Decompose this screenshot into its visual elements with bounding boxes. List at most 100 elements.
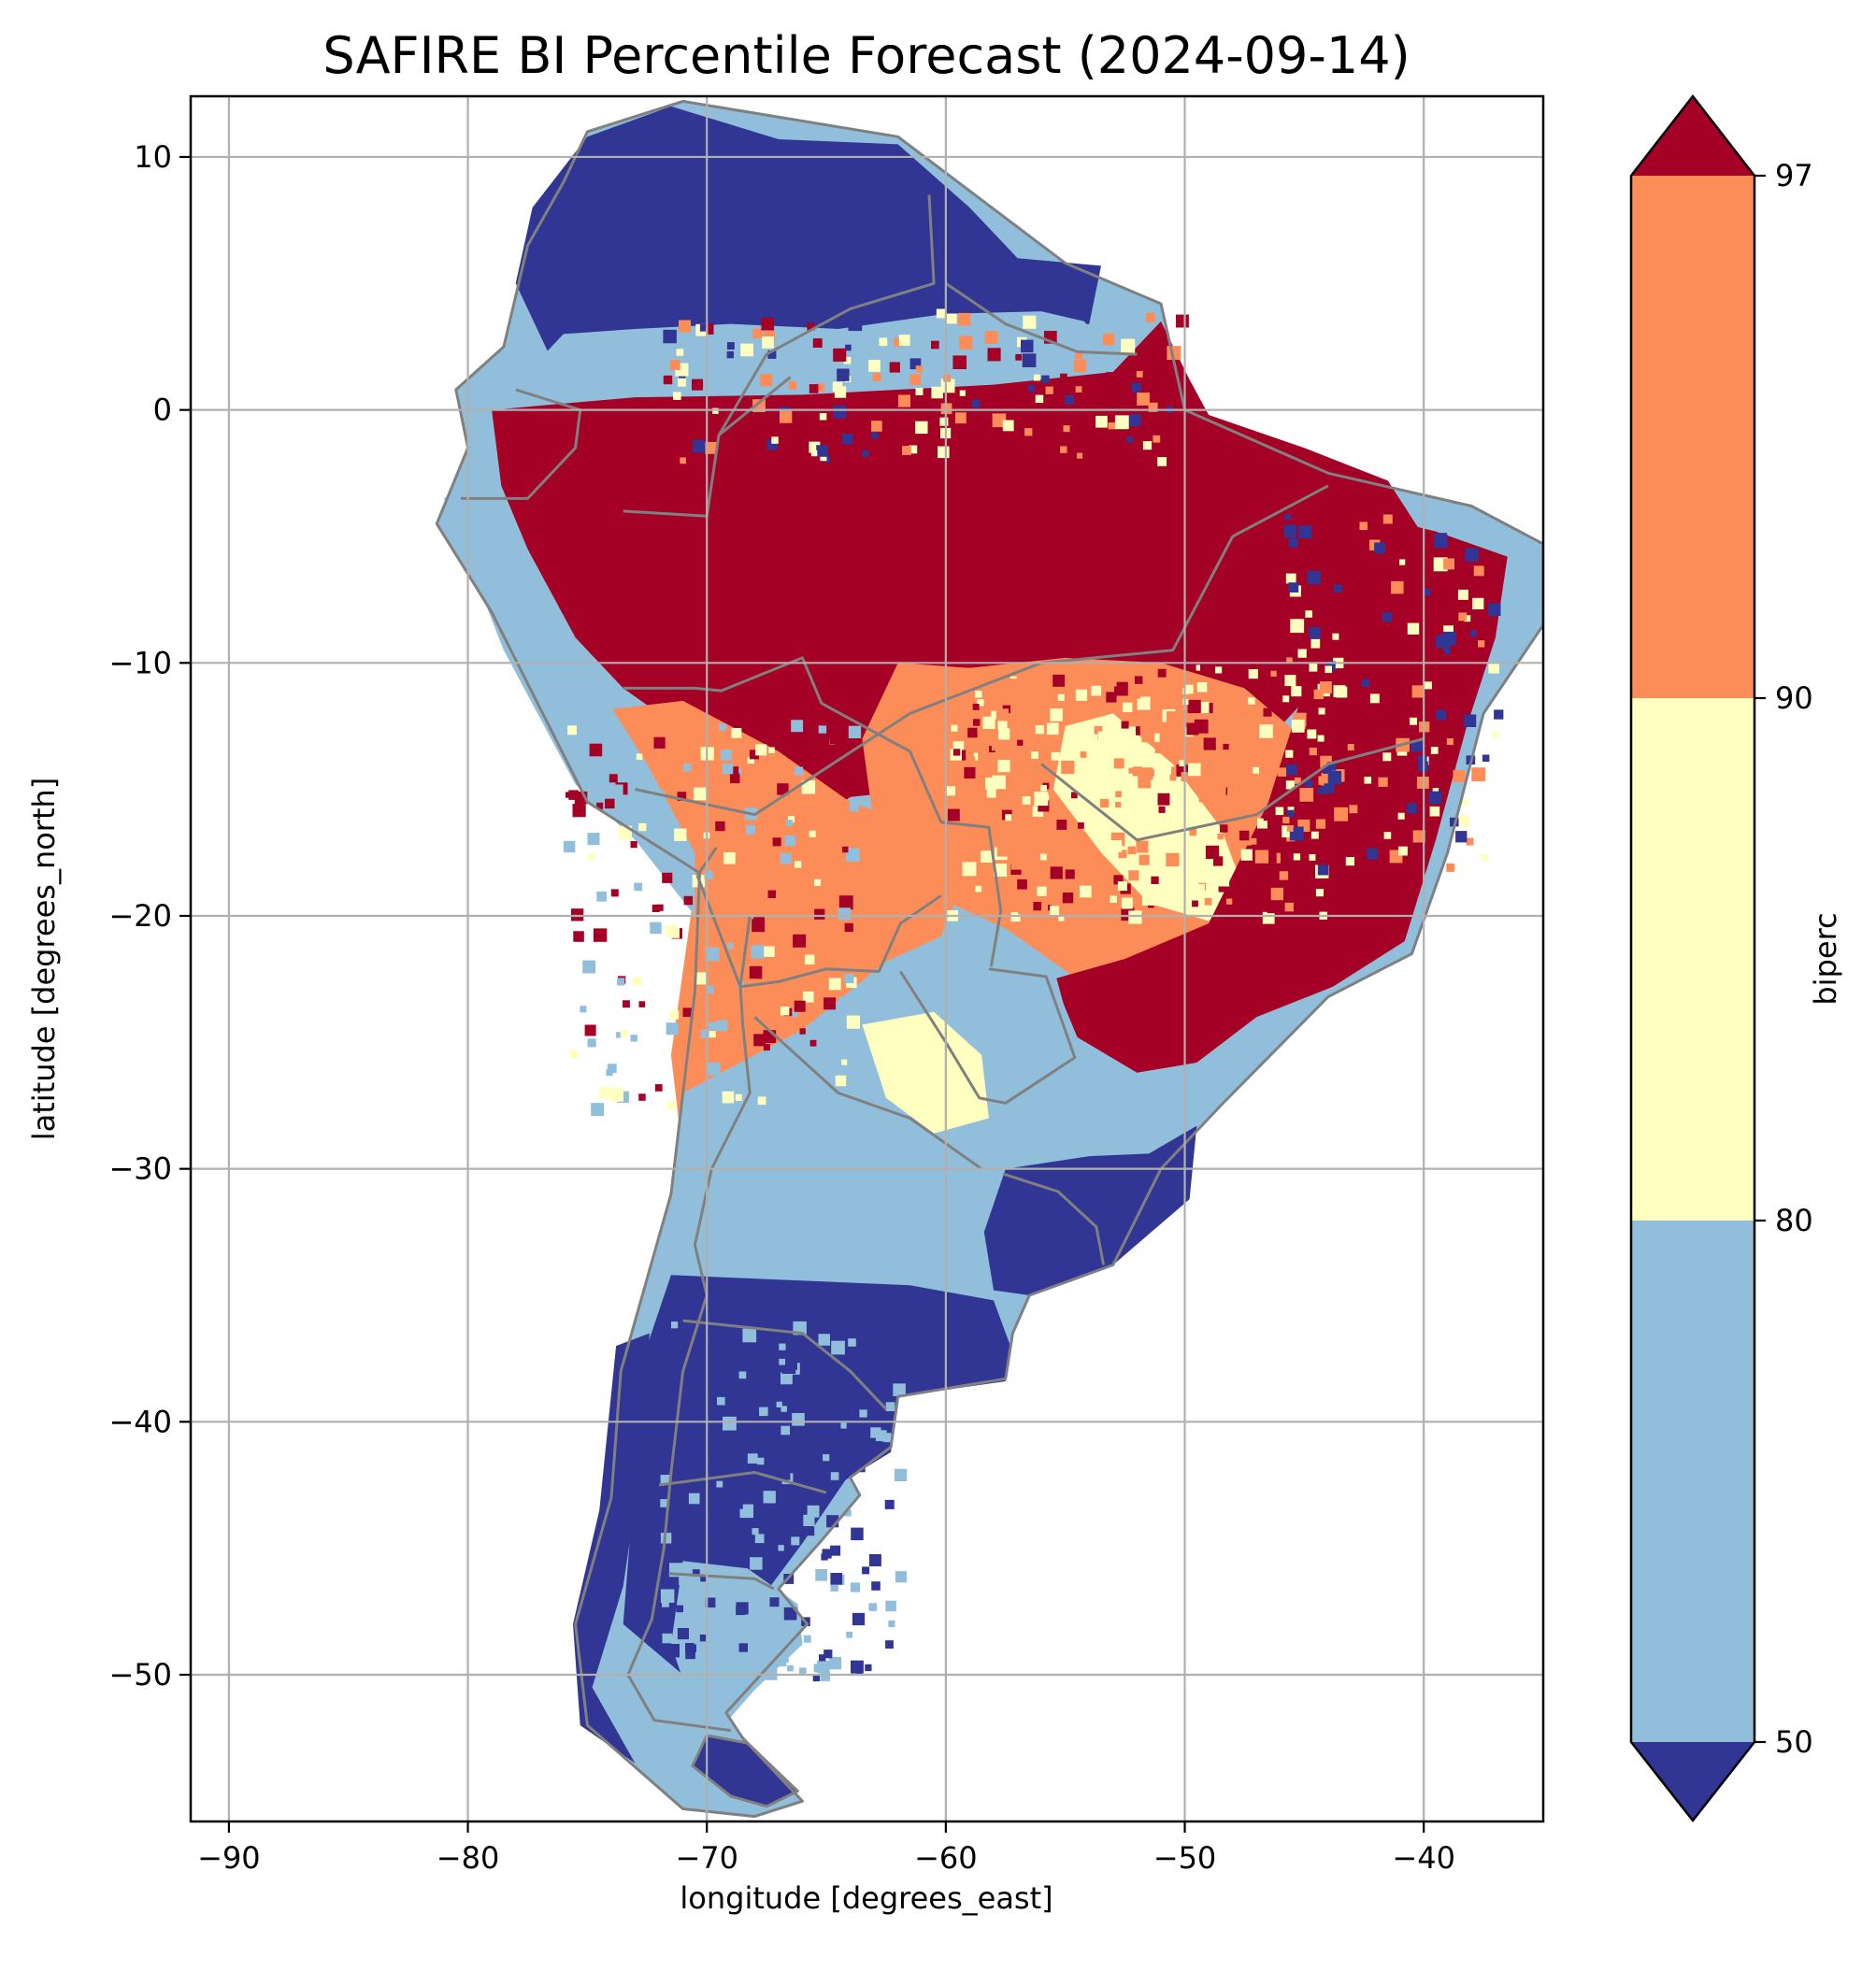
- cell-speckle: [1309, 627, 1321, 639]
- cell-speckle: [580, 1006, 587, 1013]
- cell-speckle: [779, 1659, 787, 1667]
- cell-speckle: [571, 908, 584, 921]
- cell-speckle: [780, 1406, 787, 1412]
- cell-speckle: [1309, 854, 1316, 861]
- cell-speckle: [1292, 865, 1299, 872]
- cell-speckle: [593, 928, 608, 942]
- cell-speckle: [609, 1088, 623, 1102]
- cell-speckle: [761, 317, 775, 331]
- cell-speckle: [1226, 898, 1233, 905]
- cell-speckle: [821, 1553, 828, 1561]
- cell-speckle: [582, 736, 592, 746]
- cell-speckle: [1179, 760, 1186, 767]
- cell-speckle: [1034, 792, 1049, 807]
- cell-speckle: [1145, 719, 1153, 726]
- cell-speckle: [818, 1378, 831, 1392]
- cell-speckle: [1096, 415, 1108, 428]
- cell-speckle: [885, 1402, 895, 1411]
- cell-speckle: [573, 931, 584, 942]
- cell-speckle: [779, 1343, 786, 1350]
- cell-speckle: [1254, 850, 1269, 864]
- cell-speckle: [794, 861, 802, 868]
- cell-speckle: [755, 744, 767, 756]
- internal-border: [945, 282, 1138, 356]
- cell-speckle: [763, 1525, 770, 1533]
- cell-speckle: [973, 719, 981, 726]
- cell-speckle: [799, 1667, 807, 1675]
- cell-speckle: [763, 1044, 770, 1051]
- cell-speckle: [794, 1000, 806, 1012]
- y-tick-label: 0: [153, 393, 172, 428]
- cell-speckle: [630, 1035, 637, 1042]
- cell-speckle: [803, 1514, 815, 1526]
- cell-speckle: [977, 699, 984, 707]
- cell-speckle: [1062, 893, 1074, 904]
- cell-speckle: [738, 1643, 748, 1652]
- cell-speckle: [792, 1413, 805, 1426]
- cell-speckle: [1108, 422, 1115, 430]
- cell-speckle: [799, 1498, 807, 1506]
- cell-speckle: [1318, 707, 1325, 715]
- y-tick-label: −30: [108, 1151, 172, 1187]
- cell-speckle: [994, 864, 1008, 878]
- cell-speckle: [685, 310, 692, 317]
- cell-speckle: [1469, 630, 1477, 637]
- cell-speckle: [1131, 382, 1141, 393]
- cell-speckle: [1309, 663, 1318, 672]
- colorbar-tick-label: 50: [1775, 1724, 1813, 1760]
- cell-speckle: [1455, 831, 1468, 843]
- cell-speckle: [705, 1597, 716, 1608]
- cell-speckle: [1166, 852, 1180, 866]
- cell-speckle: [909, 358, 922, 370]
- cell-speckle: [1382, 514, 1393, 524]
- cell-speckle: [767, 350, 777, 359]
- cell-speckle: [663, 412, 671, 421]
- cell-speckle: [1102, 333, 1115, 346]
- cell-speckle: [780, 1007, 790, 1016]
- cell-speckle: [986, 788, 996, 798]
- cell-speckle: [726, 350, 734, 359]
- cell-speckle: [846, 1631, 853, 1638]
- cell-speckle: [992, 413, 1007, 428]
- cell-speckle: [1361, 678, 1370, 687]
- cell-speckle: [783, 1607, 797, 1621]
- cell-speckle: [776, 1634, 787, 1644]
- cell-speckle: [833, 405, 847, 419]
- cell-speckle: [1015, 353, 1023, 361]
- cell-speckle: [685, 1649, 695, 1660]
- cell-speckle: [717, 1396, 725, 1406]
- colorbar-ticks: 50 80 90 97: [1754, 158, 1813, 1760]
- cell-speckle: [831, 714, 841, 724]
- cell-speckle: [1157, 457, 1167, 466]
- cell-speckle: [1136, 840, 1149, 853]
- cell-speckle: [1286, 825, 1294, 832]
- cell-speckle: [678, 378, 686, 387]
- cell-speckle: [1139, 450, 1153, 464]
- cell-speckle: [1196, 883, 1205, 892]
- cell-speckle: [589, 743, 603, 757]
- cell-speckle: [652, 904, 660, 912]
- cell-speckle: [698, 1339, 709, 1350]
- cell-speckle: [1299, 764, 1312, 778]
- cell-speckle: [1285, 573, 1296, 584]
- cell-speckle: [738, 1435, 752, 1450]
- cell-speckle: [752, 1528, 759, 1535]
- cell-speckle: [1286, 764, 1297, 776]
- region-paraguay-belt: [862, 1011, 989, 1134]
- cell-speckle: [1320, 664, 1327, 671]
- cell-speckle: [1411, 685, 1425, 698]
- cell-speckle: [717, 1625, 724, 1633]
- cell-speckle: [1482, 754, 1490, 762]
- cell-speckle: [823, 1650, 833, 1659]
- cell-speckle: [985, 778, 997, 790]
- cell-speckle: [820, 454, 827, 462]
- cell-speckle: [807, 1505, 820, 1518]
- internal-border: [668, 1572, 775, 1591]
- cell-speckle: [793, 934, 807, 948]
- cell-speckle: [848, 725, 862, 738]
- cell-speckle: [1407, 622, 1420, 635]
- cell-speckle: [966, 756, 976, 766]
- cell-speckle: [1312, 793, 1319, 799]
- cell-speckle: [1270, 670, 1277, 677]
- cell-speckle: [1345, 857, 1354, 866]
